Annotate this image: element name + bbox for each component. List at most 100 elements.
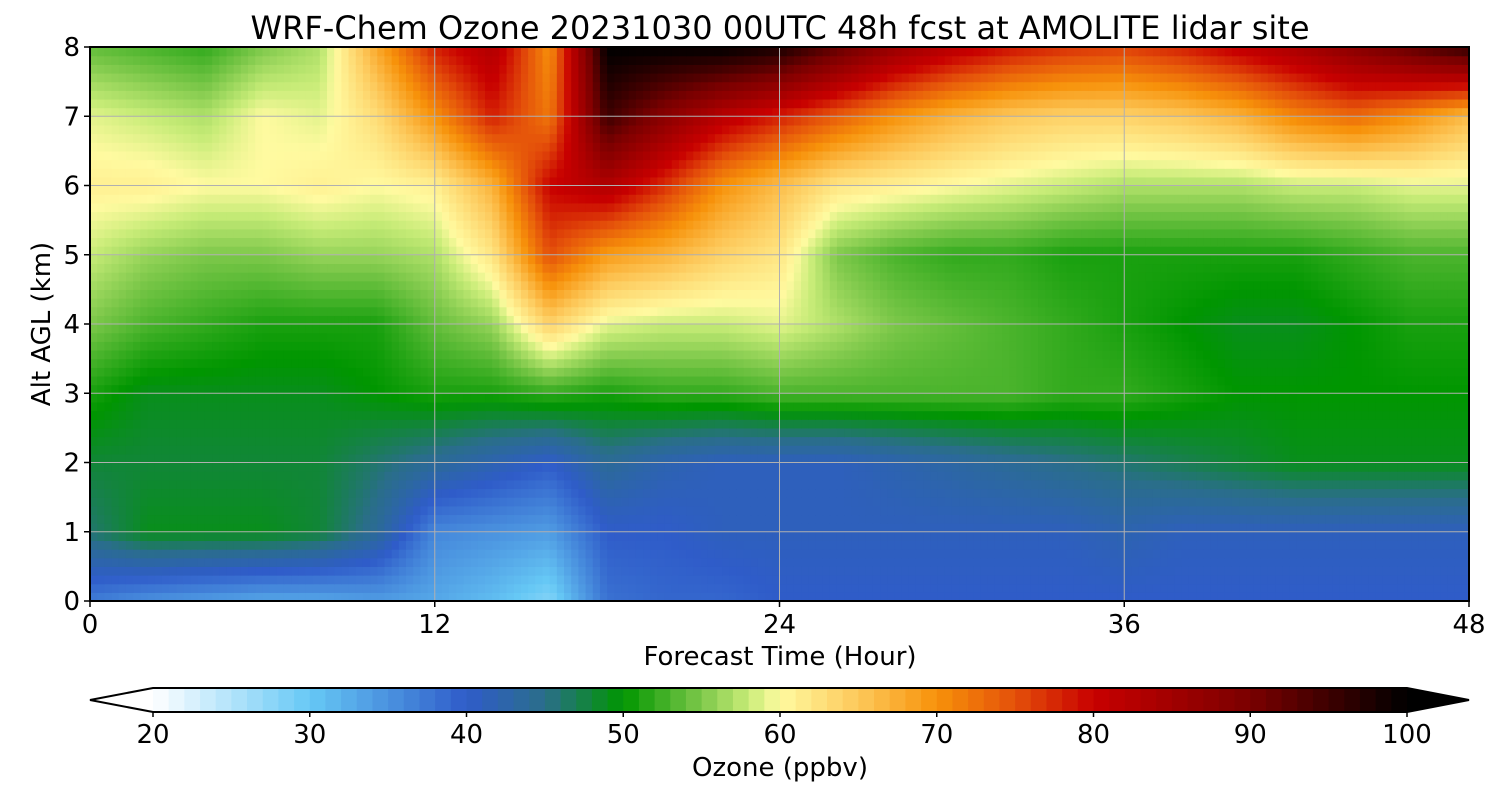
heatmap-cell (585, 375, 594, 386)
heatmap-cell (298, 566, 307, 576)
heatmap-cell (743, 393, 752, 403)
heatmap-cell (1052, 540, 1061, 550)
heatmap-cell (276, 401, 285, 412)
heatmap-cell (1339, 384, 1348, 394)
heatmap-cell (1447, 523, 1456, 533)
heatmap-cell (1346, 393, 1355, 403)
heatmap-cell (836, 497, 845, 507)
heatmap-cell (197, 436, 206, 446)
heatmap-cell (894, 462, 903, 472)
heatmap-cell (233, 531, 242, 542)
heatmap-cell (1461, 540, 1469, 550)
heatmap-cell (348, 557, 357, 567)
heatmap-cell (1095, 427, 1104, 438)
heatmap-cell (190, 453, 199, 464)
heatmap-cell (154, 410, 163, 420)
heatmap-cell (1296, 401, 1305, 412)
heatmap-cell (592, 393, 601, 403)
heatmap-cell (283, 419, 292, 429)
heatmap-cell (966, 575, 975, 585)
heatmap-cell (1275, 384, 1283, 394)
heatmap-cell (1361, 453, 1370, 464)
heatmap-cell (413, 523, 421, 533)
heatmap-cell (1289, 401, 1298, 412)
heatmap-cell (772, 410, 781, 420)
heatmap-cell (370, 445, 378, 455)
heatmap-cell (1440, 445, 1449, 455)
heatmap-cell (944, 575, 953, 585)
heatmap-cell (815, 453, 824, 464)
heatmap-cell (219, 523, 228, 533)
heatmap-cell (312, 488, 321, 498)
heatmap-cell (1310, 575, 1319, 585)
heatmap-cell (1059, 384, 1068, 394)
heatmap-cell (528, 583, 536, 593)
heatmap-cell (1124, 393, 1133, 403)
heatmap-cell (793, 497, 802, 507)
heatmap-cell (865, 479, 874, 490)
heatmap-cell (133, 471, 141, 481)
heatmap-cell (197, 393, 206, 403)
heatmap-cell (1354, 384, 1362, 394)
heatmap-cell (585, 393, 594, 403)
heatmap-cell (650, 497, 658, 507)
heatmap-cell (836, 419, 845, 429)
heatmap-cell (628, 462, 637, 472)
heatmap-cell (233, 497, 242, 507)
heatmap-cell (1203, 393, 1212, 403)
heatmap-cell (1332, 427, 1341, 438)
heatmap-cell (499, 523, 508, 533)
heatmap-cell (1260, 445, 1269, 455)
heatmap-cell (520, 453, 529, 464)
heatmap-cell (966, 401, 975, 412)
heatmap-cell (1296, 445, 1305, 455)
heatmap-cell (851, 393, 860, 403)
heatmap-cell (894, 401, 903, 412)
heatmap-cell (994, 505, 1003, 516)
heatmap-cell (686, 471, 694, 481)
heatmap-cell (635, 410, 644, 420)
heatmap-cell (398, 505, 407, 516)
heatmap-cell (779, 462, 788, 472)
heatmap-cell (1339, 453, 1348, 464)
heatmap-cell (477, 523, 486, 533)
heatmap-cell (930, 497, 939, 507)
heatmap-cell (118, 592, 127, 601)
heatmap-cell (865, 540, 874, 550)
heatmap-cell (937, 575, 946, 585)
heatmap-cell (1002, 479, 1010, 490)
heatmap-cell (255, 549, 263, 559)
heatmap-cell (628, 505, 637, 516)
heatmap-cell (808, 531, 817, 542)
heatmap-cell (1368, 479, 1377, 490)
heatmap-cell (1052, 566, 1061, 576)
heatmap-cell (1296, 583, 1305, 593)
heatmap-cell (104, 575, 113, 585)
heatmap-cell (1167, 419, 1176, 429)
heatmap-cell (815, 523, 824, 533)
heatmap-cell (463, 384, 472, 394)
heatmap-cell (887, 410, 896, 420)
heatmap-cell (592, 410, 601, 420)
heatmap-cell (729, 549, 737, 559)
heatmap-cell (923, 583, 931, 593)
heatmap-cell (1088, 393, 1097, 403)
heatmap-cell (1152, 427, 1161, 438)
heatmap-cell (1447, 583, 1456, 593)
heatmap-cell (1167, 401, 1176, 412)
heatmap-cell (1461, 462, 1469, 472)
heatmap-cell (1318, 583, 1326, 593)
heatmap-cell (1325, 453, 1334, 464)
heatmap-cell (1368, 393, 1377, 403)
heatmap-cell (1346, 479, 1355, 490)
heatmap-cell (1210, 592, 1219, 601)
heatmap-cell (549, 557, 558, 567)
heatmap-cell (1203, 523, 1212, 533)
heatmap-cell (1038, 497, 1046, 507)
heatmap-cell (1009, 436, 1018, 446)
heatmap-cell (836, 384, 845, 394)
heatmap-cell (607, 583, 615, 593)
heatmap-cell (944, 479, 953, 490)
heatmap-cell (1124, 514, 1133, 524)
heatmap-cell (413, 583, 421, 593)
